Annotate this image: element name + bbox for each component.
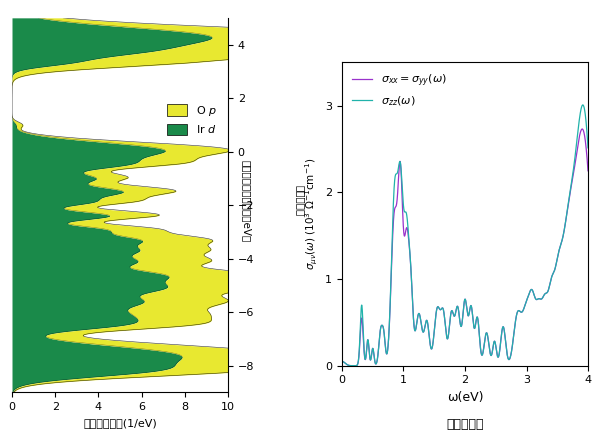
$\sigma_{xx}=\sigma_{yy}(\omega)$ — [577, 129, 584, 135]
$\sigma_{xx}=\sigma_{yy}(\omega)$ — [444, 336, 451, 342]
$\sigma_{zz}(\omega)$ — [584, 145, 592, 150]
Legend: O $p$, Ir $d$: O $p$, Ir $d$ — [161, 98, 223, 141]
Line: $\sigma_{xx}=\sigma_{yy}(\omega)$: $\sigma_{xx}=\sigma_{yy}(\omega)$ — [342, 129, 588, 366]
Line: $\sigma_{zz}(\omega)$: $\sigma_{zz}(\omega)$ — [342, 105, 588, 366]
Text: フェルミエネルギー（eV）: フェルミエネルギー（eV） — [241, 160, 251, 242]
Text: 光学伝導度: 光学伝導度 — [295, 185, 305, 216]
$\sigma_{xx}=\sigma_{yy}(\omega)$ — [565, 202, 572, 207]
$\sigma_{xx}=\sigma_{yy}(\omega)$ — [338, 359, 346, 364]
$\sigma_{xx}=\sigma_{yy}(\omega)$ — [517, 310, 524, 315]
Legend: $\sigma_{xx}=\sigma_{yy}(\omega)$, $\sigma_{zz}(\omega)$: $\sigma_{xx}=\sigma_{yy}(\omega)$, $\sig… — [347, 68, 451, 112]
$\sigma_{zz}(\omega)$ — [444, 336, 451, 342]
$\sigma_{zz}(\omega)$ — [565, 201, 572, 206]
$\sigma_{zz}(\omega)$ — [577, 109, 584, 115]
Y-axis label: $\sigma_{\mu\nu}(\omega)$ (10$^3$ $\Omega^{-1}$cm$^{-1}$): $\sigma_{\mu\nu}(\omega)$ (10$^3$ $\Omeg… — [304, 158, 320, 270]
$\sigma_{xx}=\sigma_{yy}(\omega)$ — [578, 126, 586, 132]
X-axis label: 電子状態密度(1/eV): 電子状態密度(1/eV) — [83, 418, 157, 428]
$\sigma_{xx}=\sigma_{yy}(\omega)$ — [442, 324, 449, 329]
$\sigma_{zz}(\omega)$ — [351, 363, 358, 368]
$\sigma_{zz}(\omega)$ — [517, 310, 524, 315]
$\sigma_{xx}=\sigma_{yy}(\omega)$ — [455, 310, 463, 316]
Text: エネルギー: エネルギー — [446, 418, 484, 431]
$\sigma_{xx}=\sigma_{yy}(\omega)$ — [584, 168, 592, 173]
$\sigma_{zz}(\omega)$ — [338, 359, 346, 364]
X-axis label: ω(eV): ω(eV) — [447, 391, 483, 404]
$\sigma_{xx}=\sigma_{yy}(\omega)$ — [351, 363, 358, 368]
$\sigma_{zz}(\omega)$ — [442, 324, 449, 329]
$\sigma_{zz}(\omega)$ — [455, 310, 463, 316]
$\sigma_{zz}(\omega)$ — [579, 102, 586, 107]
